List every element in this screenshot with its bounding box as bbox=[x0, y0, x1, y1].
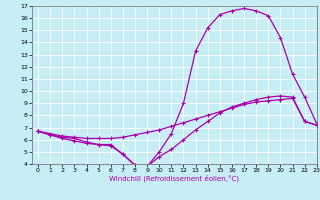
X-axis label: Windchill (Refroidissement éolien,°C): Windchill (Refroidissement éolien,°C) bbox=[109, 175, 239, 182]
